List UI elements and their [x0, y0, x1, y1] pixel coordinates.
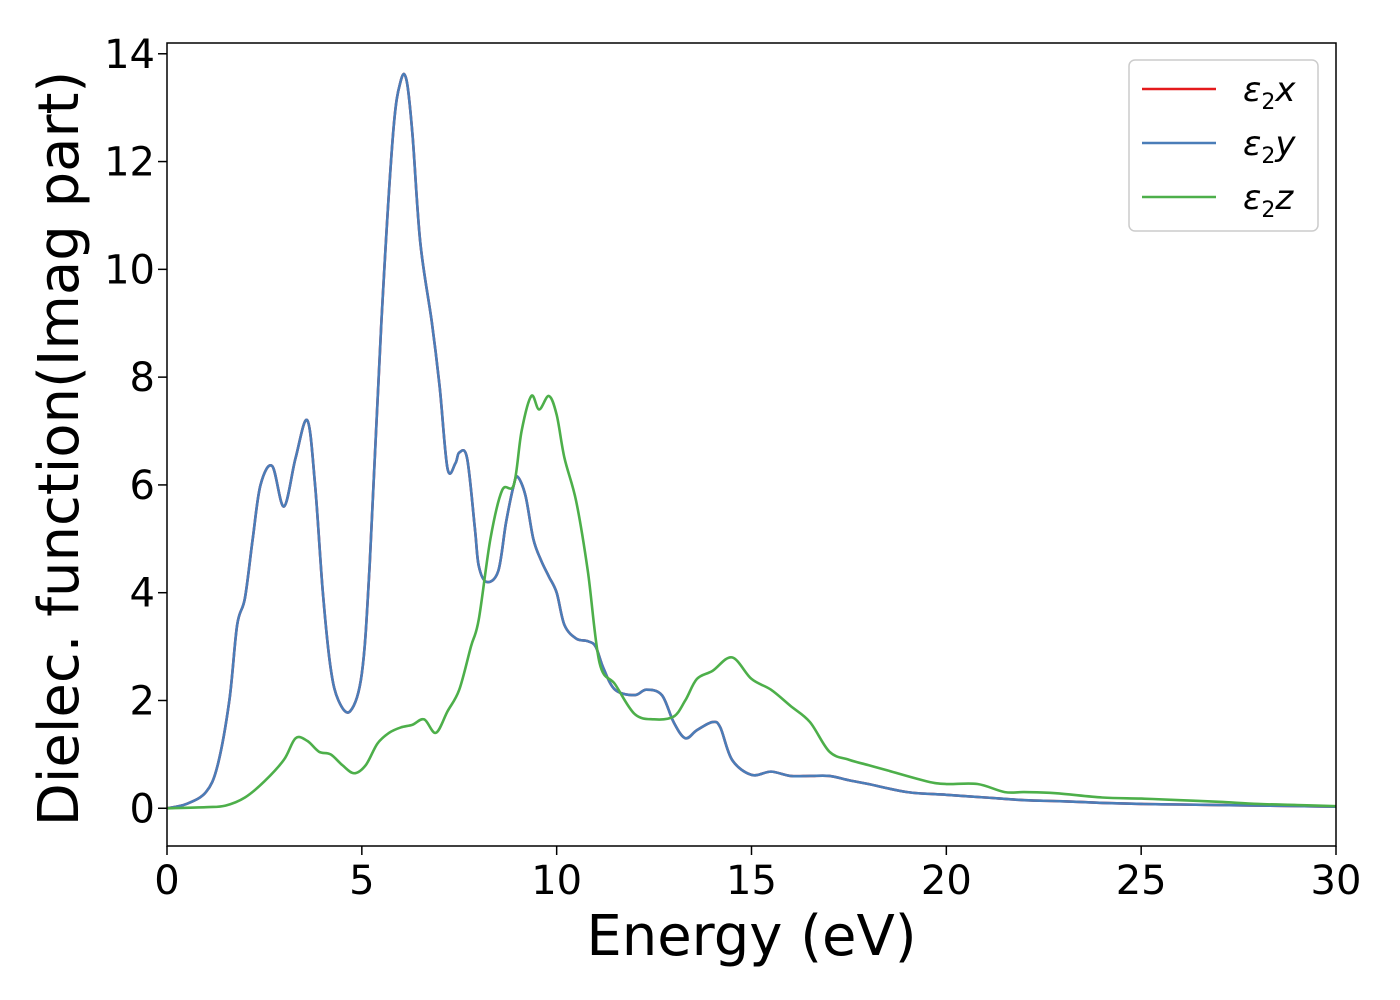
y-tick-label: 14 [104, 32, 155, 78]
legend-label-y: ε2y [1243, 124, 1296, 169]
y-axis-label: Dielec. function(Imag part) [27, 71, 92, 827]
x-tick-label: 15 [726, 858, 777, 904]
y-tick-label: 10 [104, 247, 155, 293]
legend-box [1128, 59, 1319, 232]
series-layer [167, 72, 1336, 810]
y-tick-label: 0 [130, 786, 155, 832]
x-tick-label: 0 [154, 858, 179, 904]
x-tick-label: 20 [921, 858, 972, 904]
x-tick-label: 30 [1311, 858, 1362, 904]
x-tick-label: 10 [531, 858, 582, 904]
legend-label-x: ε2x [1243, 70, 1296, 115]
series-line-z [167, 394, 1336, 810]
y-tick-label: 12 [104, 140, 155, 186]
x-tick-label: 5 [349, 858, 374, 904]
y-tick-label: 6 [130, 463, 155, 509]
x-axis-label: Energy (eV) [586, 904, 916, 969]
legend-label-z: ε2z [1243, 178, 1294, 223]
legend: ε2x ε2y ε2z [1128, 59, 1319, 232]
y-axis-ticks: 0 2 4 6 8 10 12 14 [104, 32, 167, 832]
y-tick-label: 4 [130, 571, 155, 617]
y-tick-label: 8 [130, 355, 155, 401]
x-tick-label: 25 [1116, 858, 1167, 904]
y-tick-label: 2 [130, 678, 155, 724]
x-axis-ticks: 0 5 10 15 20 25 30 [154, 846, 1361, 904]
